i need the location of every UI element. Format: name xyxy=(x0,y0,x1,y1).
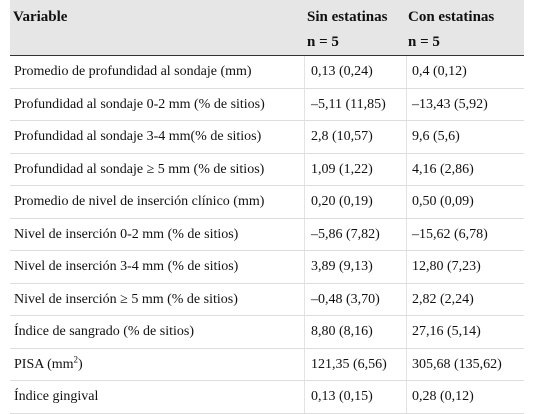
pisa-label-close: ) xyxy=(78,356,83,372)
header-variable: Variable xyxy=(13,9,68,25)
cell-con: 0,50 (0,09) xyxy=(412,194,474,209)
cell-variable: Promedio de nivel de inserción clínico (… xyxy=(14,194,265,209)
cell-sin: 121,35 (6,56) xyxy=(311,356,387,372)
cell-variable: Nivel de inserción ≥ 5 mm (% de sitios) xyxy=(14,291,238,307)
table-row: Nivel de inserción 0-2 mm (% de sitios) … xyxy=(10,218,524,251)
header-sin-n: n = 5 xyxy=(307,34,339,50)
cell-sin: 0,20 (0,19) xyxy=(311,194,373,209)
cell-variable: Profundidad al sondaje 0-2 mm (% de siti… xyxy=(14,96,265,112)
cell-sin: 0,13 (0,15) xyxy=(311,389,373,404)
cell-con: 0,28 (0,12) xyxy=(412,389,474,404)
cell-variable: Índice de sangrado (% de sitios) xyxy=(14,324,194,339)
results-table: Variable Sin estatinas Con estatinas n =… xyxy=(10,0,524,414)
cell-con: 4,16 (2,86) xyxy=(412,161,474,177)
table-row: Profundidad al sondaje 0-2 mm (% de siti… xyxy=(10,88,524,121)
cell-sin: 8,80 (8,16) xyxy=(311,324,373,339)
cell-sin: –5,86 (7,82) xyxy=(311,226,380,242)
table-row: Promedio de profundidad al sondaje (mm) … xyxy=(10,56,524,89)
cell-con: 305,68 (135,62) xyxy=(412,356,502,372)
cell-sin: 2,8 (10,57) xyxy=(311,129,373,144)
cell-con: 27,16 (5,14) xyxy=(412,324,481,339)
header-con-n: n = 5 xyxy=(408,34,440,50)
pisa-superscript: 2 xyxy=(73,353,79,364)
cell-variable: Profundidad al sondaje 3-4 mm(% de sitio… xyxy=(14,129,262,144)
header-con-estatinas: Con estatinas xyxy=(408,9,495,25)
cell-con: 2,82 (2,24) xyxy=(412,291,474,307)
table-row: Profundidad al sondaje 3-4 mm(% de sitio… xyxy=(10,121,524,154)
pisa-label: PISA (mm xyxy=(14,356,74,372)
cell-con: 9,6 (5,6) xyxy=(412,129,460,144)
cell-sin: 0,13 (0,24) xyxy=(311,64,373,79)
cell-sin: 3,89 (9,13) xyxy=(311,259,373,274)
cell-sin: –5,11 (11,85) xyxy=(311,96,386,112)
cell-sin: –0,48 (3,70) xyxy=(311,291,380,307)
table-row: Profundidad al sondaje ≥ 5 mm (% de siti… xyxy=(10,153,524,186)
cell-variable: PISA (mm2) xyxy=(14,349,83,381)
cell-con: –13,43 (5,92) xyxy=(412,96,488,112)
table-row: Nivel de inserción 3-4 mm (% de sitios) … xyxy=(10,251,524,284)
cell-variable: Nivel de inserción 3-4 mm (% de sitios) xyxy=(14,259,239,274)
cell-con: –15,62 (6,78) xyxy=(412,226,488,242)
cell-con: 12,80 (7,23) xyxy=(412,259,481,274)
table-row: Índice gingival 0,13 (0,15) 0,28 (0,12) xyxy=(10,381,524,414)
table-row: PISA (mm2) 121,35 (6,56) 305,68 (135,62) xyxy=(10,348,524,381)
table-header: Variable Sin estatinas Con estatinas n =… xyxy=(10,0,524,56)
header-sin-estatinas: Sin estatinas xyxy=(307,9,388,25)
table-row: Nivel de inserción ≥ 5 mm (% de sitios) … xyxy=(10,283,524,316)
cell-sin: 1,09 (1,22) xyxy=(311,161,373,177)
table-row: Promedio de nivel de inserción clínico (… xyxy=(10,186,524,219)
cell-con: 0,4 (0,12) xyxy=(412,64,467,79)
cell-variable: Promedio de profundidad al sondaje (mm) xyxy=(14,64,252,79)
cell-variable: Índice gingival xyxy=(14,389,99,404)
cell-variable: Nivel de inserción 0-2 mm (% de sitios) xyxy=(14,226,239,242)
table-row: Índice de sangrado (% de sitios) 8,80 (8… xyxy=(10,316,524,349)
cell-variable: Profundidad al sondaje ≥ 5 mm (% de siti… xyxy=(14,161,265,177)
